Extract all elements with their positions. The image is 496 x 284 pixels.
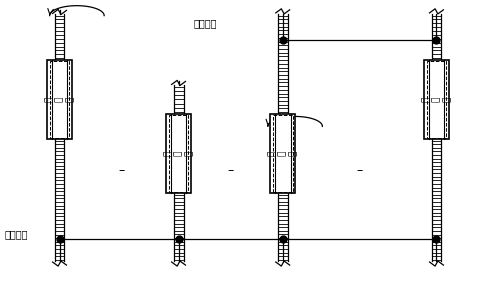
Bar (166, 114, 191, 193)
Text: 钢笼主筋: 钢笼主筋 (193, 18, 217, 28)
Bar (424, 60, 449, 139)
Text: 连
接
器: 连 接 器 (164, 151, 193, 156)
Bar (273, 115, 293, 192)
Bar (169, 115, 188, 192)
Bar (50, 61, 69, 138)
Bar (47, 60, 72, 139)
Text: –: – (119, 164, 124, 177)
Text: –: – (228, 164, 234, 177)
Bar (424, 60, 449, 139)
Text: 连
接
器: 连 接 器 (422, 97, 451, 102)
Text: 连
接
器: 连 接 器 (45, 97, 74, 102)
Bar (270, 114, 295, 193)
Text: –: – (357, 164, 363, 177)
Text: 连
接
器: 连 接 器 (268, 151, 298, 156)
Bar (166, 114, 191, 193)
Bar (47, 60, 72, 139)
Text: 钢笼主筋: 钢笼主筋 (5, 229, 28, 239)
Bar (427, 61, 446, 138)
Bar (270, 114, 295, 193)
